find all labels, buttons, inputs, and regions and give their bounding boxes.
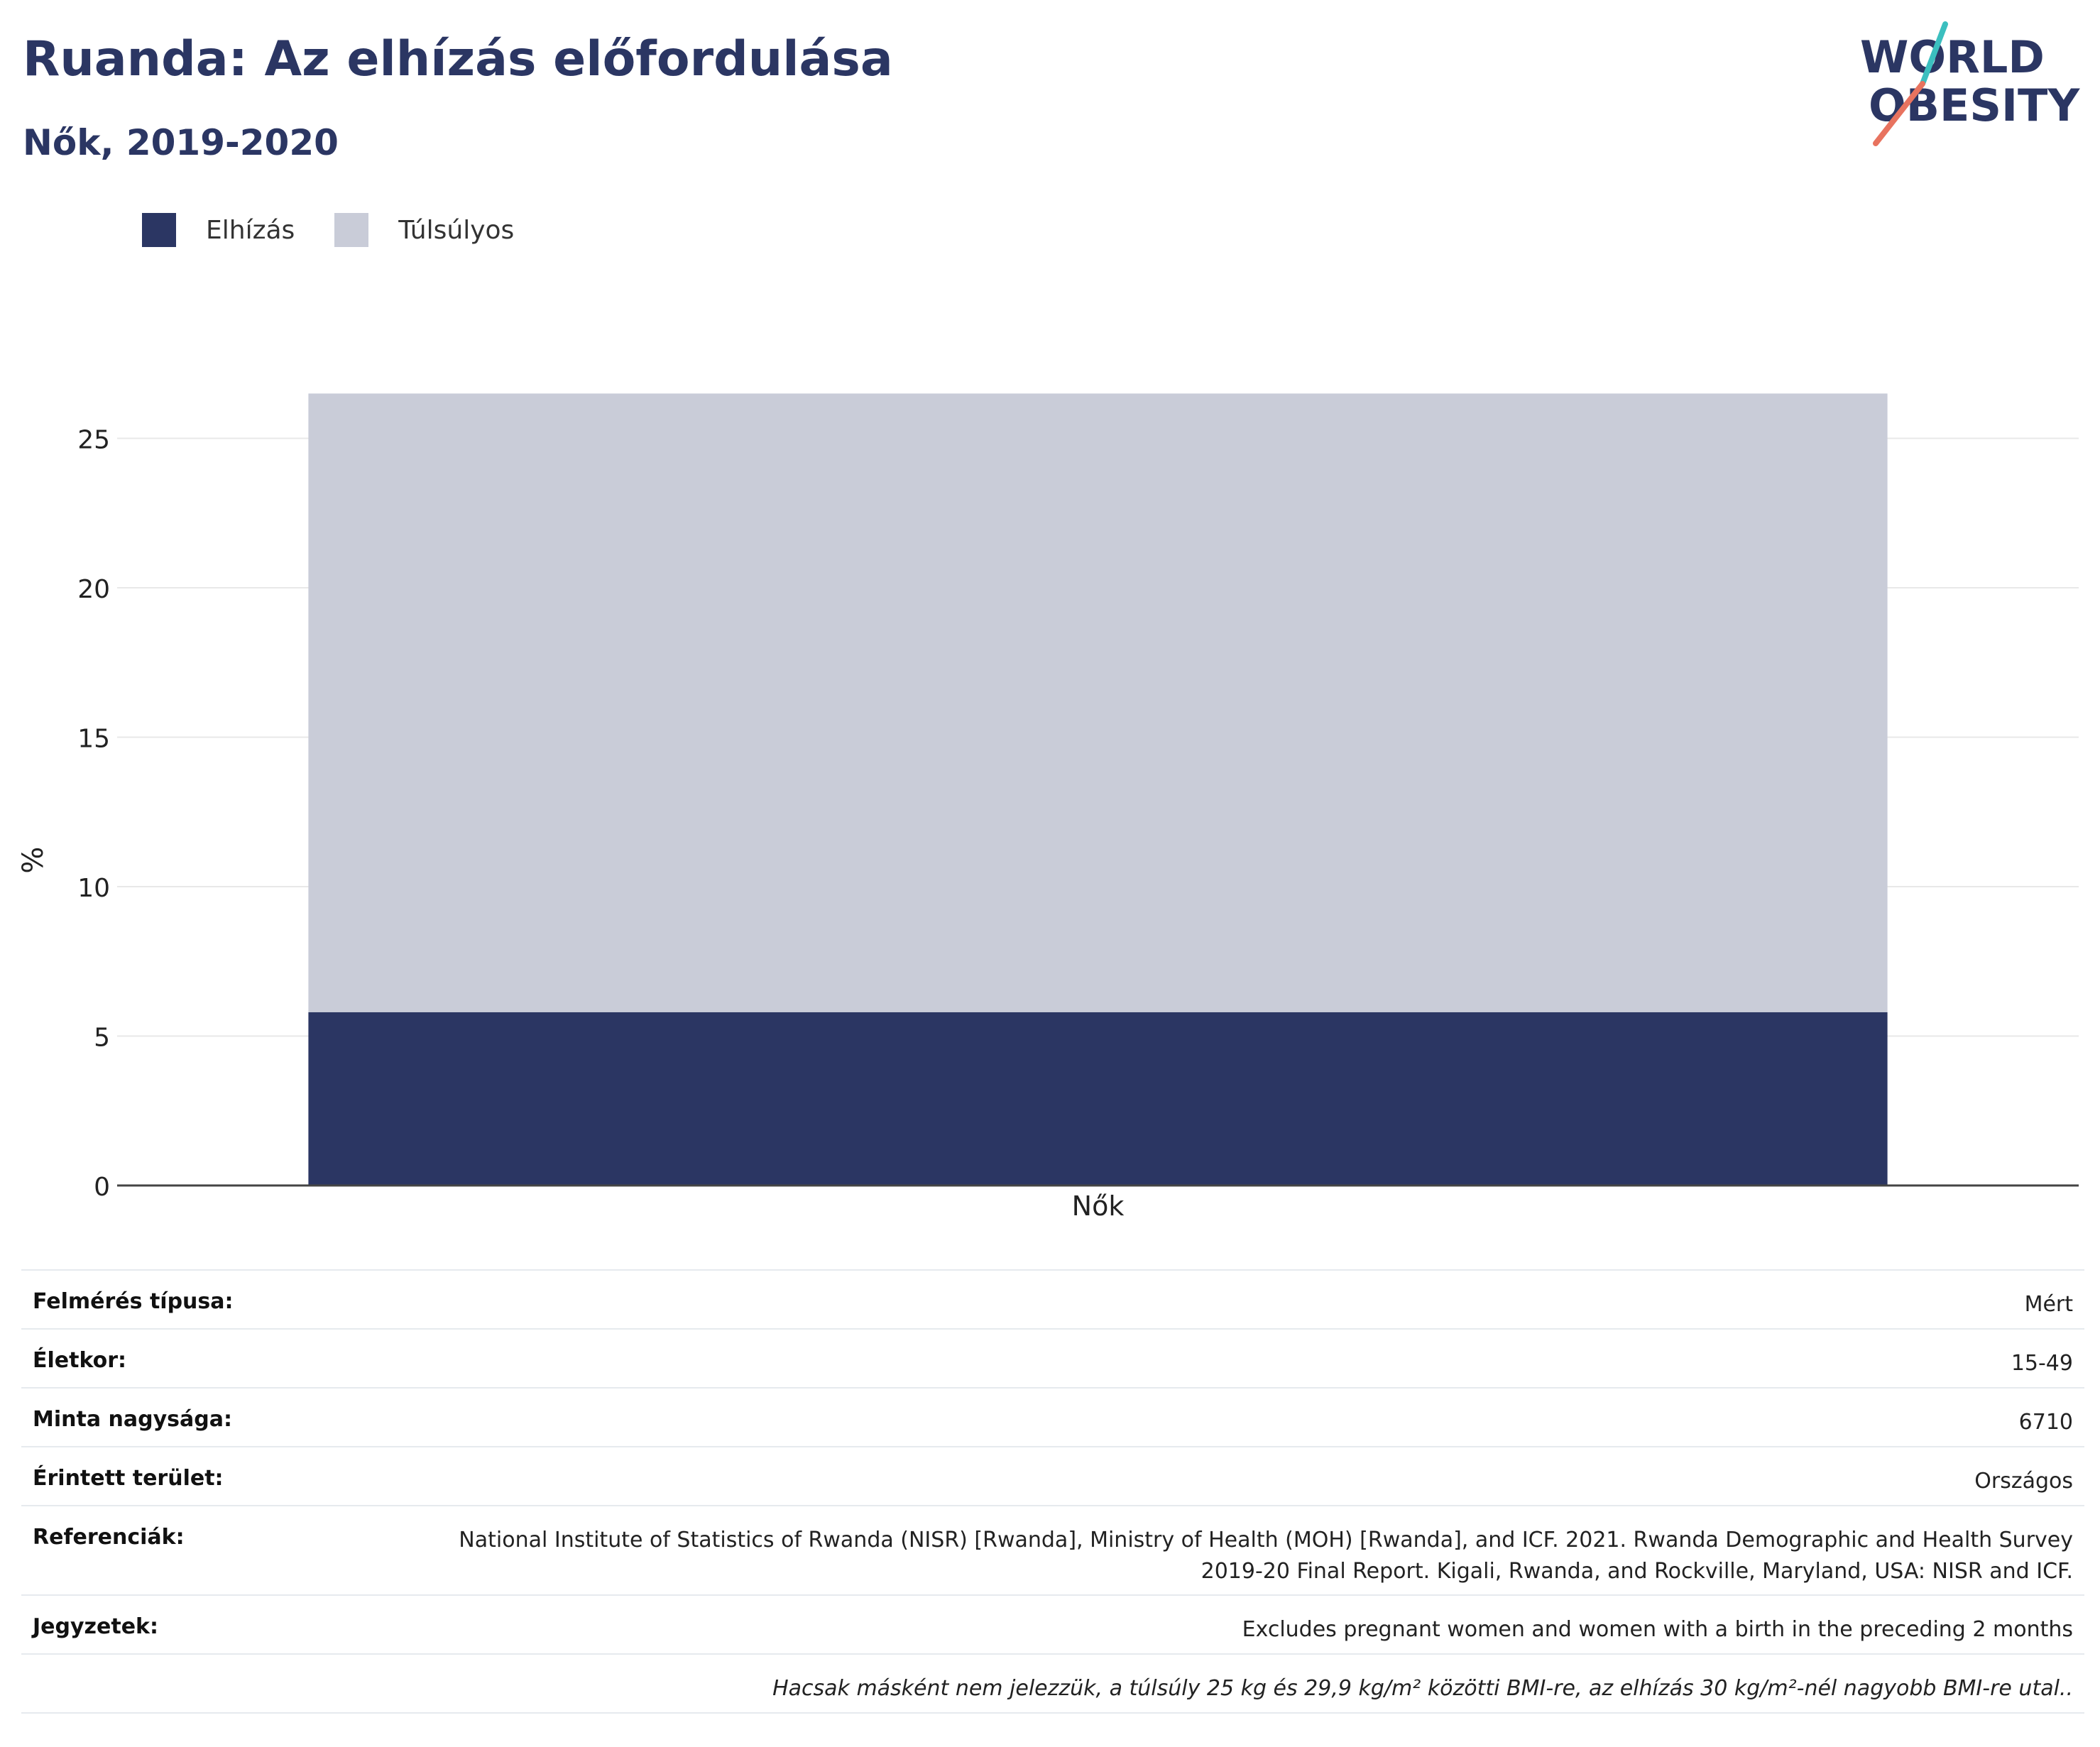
bar-segment-overweight[interactable] <box>308 393 1888 1012</box>
legend-item-obesity[interactable]: Elhízás <box>142 213 295 247</box>
info-row-footnote: Hacsak másként nem jelezzük, a túlsúly 2… <box>21 1655 2084 1714</box>
info-value-notes: Excludes pregnant women and women with a… <box>1242 1617 2073 1642</box>
survey-info-table: Felmérés típusa: Mért Életkor: 15-49 Min… <box>21 1269 2084 1714</box>
info-value-sample-size: 6710 <box>2018 1410 2073 1435</box>
info-row-sample-size: Minta nagysága: 6710 <box>21 1389 2084 1447</box>
info-key-references: Referenciák: <box>33 1525 185 1550</box>
footnote-text: Hacsak másként nem jelezzük, a túlsúly 2… <box>772 1676 2073 1701</box>
info-row-area: Érintett terület: Országos <box>21 1447 2084 1506</box>
info-value-references: National Institute of Statistics of Rwan… <box>459 1528 2073 1584</box>
y-tick-label: 10 <box>77 874 110 903</box>
logo-line1: WORLD <box>1860 31 2045 83</box>
world-obesity-logo: WORLD OBESITY <box>1860 21 2080 146</box>
info-key-area: Érintett terület: <box>33 1466 224 1491</box>
info-row-references: Referenciák: National Institute of Stati… <box>21 1506 2084 1596</box>
y-tick-label: 20 <box>77 575 110 604</box>
legend-swatch-obesity <box>142 213 176 247</box>
x-tick-label: Nők <box>1072 1190 1125 1222</box>
info-key-notes: Jegyzetek: <box>33 1614 158 1639</box>
y-tick-label: 15 <box>77 725 110 754</box>
info-value-survey-type: Mért <box>2024 1292 2073 1317</box>
info-row-survey-type: Felmérés típusa: Mért <box>21 1271 2084 1330</box>
logo-slash-teal <box>1920 21 1948 87</box>
logo-slash-coral <box>1873 81 1925 146</box>
legend-swatch-overweight <box>334 213 369 247</box>
info-row-notes: Jegyzetek: Excludes pregnant women and w… <box>21 1596 2084 1655</box>
info-key-survey-type: Felmérés típusa: <box>33 1289 234 1314</box>
info-value-area: Országos <box>1974 1469 2073 1494</box>
bar-chart: 0 5 10 15 20 25 Nők % <box>17 393 2079 1222</box>
legend-label-obesity: Elhízás <box>206 215 295 245</box>
y-tick-label: 25 <box>77 426 110 455</box>
chart-subtitle: Nők, 2019-2020 <box>23 122 339 163</box>
info-key-sample-size: Minta nagysága: <box>33 1407 232 1432</box>
info-row-age: Életkor: 15-49 <box>21 1330 2084 1389</box>
x-axis-ticks: Nők <box>1072 1190 1125 1222</box>
bars <box>308 393 1888 1185</box>
y-tick-label: 0 <box>94 1173 110 1202</box>
info-key-age: Életkor: <box>33 1348 127 1373</box>
bar-segment-obesity[interactable] <box>308 1012 1888 1185</box>
chart-title: Ruanda: Az elhízás előfordulása <box>23 31 893 87</box>
legend-item-overweight[interactable]: Túlsúlyos <box>334 213 514 247</box>
y-tick-label: 5 <box>94 1024 110 1053</box>
legend-label-overweight: Túlsúlyos <box>398 215 515 245</box>
logo-line2: OBESITY <box>1869 80 2080 131</box>
y-axis-label: % <box>17 847 50 874</box>
info-value-age: 15-49 <box>2011 1351 2073 1376</box>
chart-legend: Elhízás Túlsúlyos <box>142 210 554 250</box>
y-axis-ticks: 0 5 10 15 20 25 <box>77 426 110 1203</box>
